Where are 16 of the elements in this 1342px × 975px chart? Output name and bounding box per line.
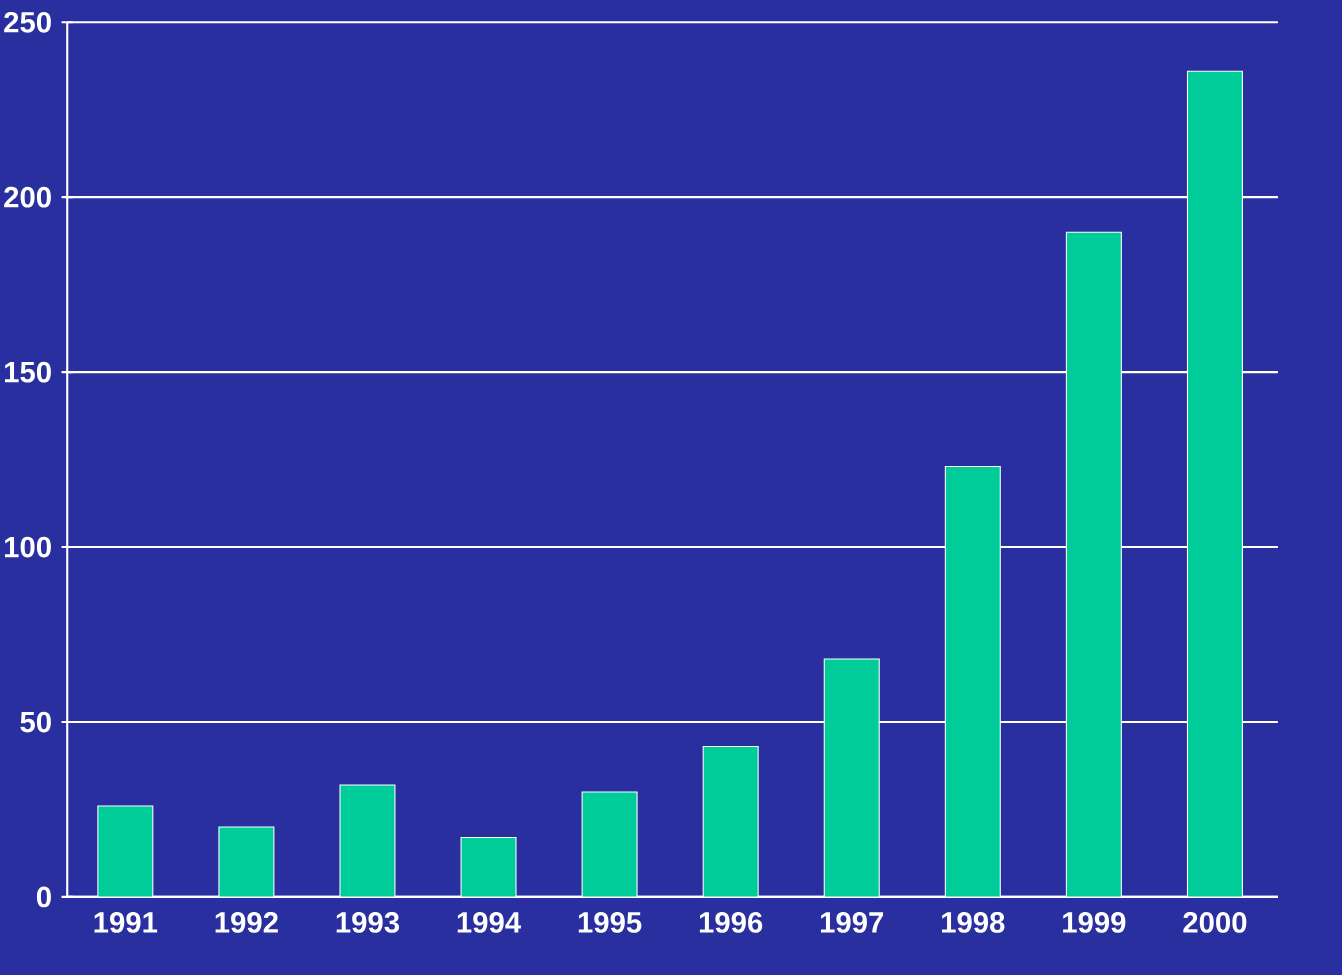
y-tick-label: 150 bbox=[5, 361, 51, 383]
x-tick-label: 1993 bbox=[336, 912, 400, 933]
x-tick-label: 1994 bbox=[457, 912, 521, 933]
y-tick-label: 250 bbox=[4, 11, 51, 33]
x-tick-label: 1991 bbox=[94, 912, 158, 933]
x-tick-label: 1997 bbox=[820, 912, 884, 933]
x-tick-label: 2000 bbox=[1183, 912, 1247, 933]
x-tick-label: 1999 bbox=[1063, 912, 1126, 933]
y-tick-label: 0 bbox=[36, 886, 51, 908]
x-tick-label: 1995 bbox=[578, 912, 642, 933]
y-tick-label: 200 bbox=[4, 186, 51, 208]
y-tick-label: 50 bbox=[20, 711, 51, 733]
x-tick-label: 1998 bbox=[942, 912, 1005, 933]
x-tick-label: 1996 bbox=[699, 912, 763, 933]
x-tick-label: 1992 bbox=[215, 912, 278, 933]
y-tick-label: 100 bbox=[5, 536, 51, 558]
